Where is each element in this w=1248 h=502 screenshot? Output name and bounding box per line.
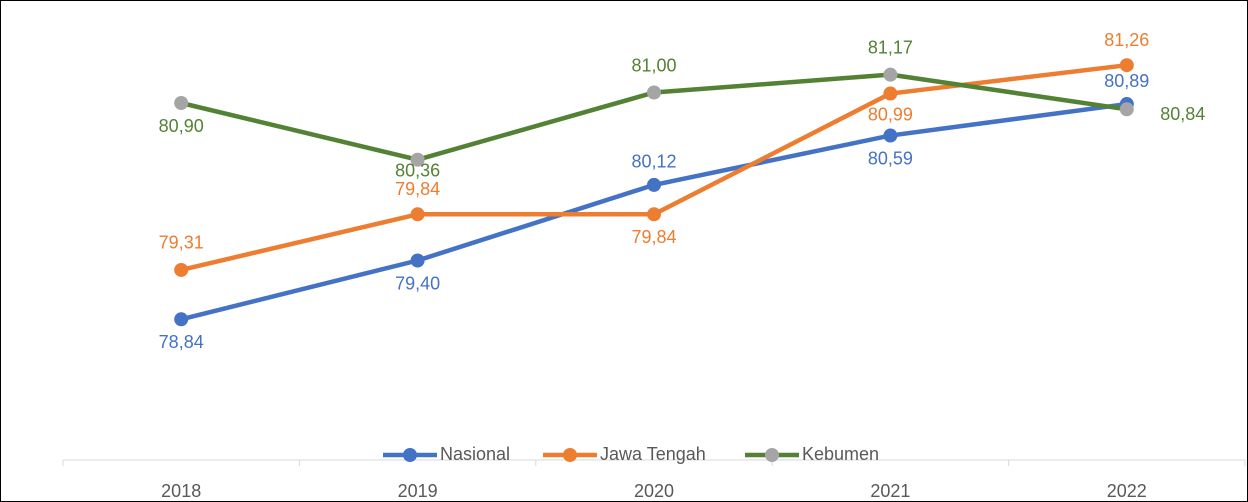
legend-marker bbox=[403, 448, 417, 462]
value-label: 79,84 bbox=[395, 179, 440, 199]
x-tick-label: 2020 bbox=[634, 481, 674, 501]
value-label: 80,36 bbox=[395, 160, 440, 180]
value-label: 80,89 bbox=[1104, 71, 1149, 91]
point bbox=[174, 312, 189, 327]
x-tick-label: 2018 bbox=[161, 481, 201, 501]
value-label: 79,40 bbox=[395, 273, 440, 293]
point bbox=[647, 207, 661, 222]
value-label: 81,26 bbox=[1104, 30, 1149, 50]
legend-label: Nasional bbox=[440, 444, 510, 464]
point bbox=[174, 96, 189, 110]
value-label: 80,59 bbox=[868, 148, 913, 168]
point bbox=[883, 128, 898, 143]
point bbox=[174, 262, 189, 277]
value-label: 80,99 bbox=[868, 104, 913, 124]
point bbox=[647, 85, 661, 100]
point bbox=[883, 67, 898, 82]
legend-marker bbox=[563, 448, 577, 462]
point bbox=[410, 253, 425, 268]
point bbox=[647, 177, 661, 192]
legend-label: Kebumen bbox=[802, 444, 879, 464]
value-label: 79,31 bbox=[159, 233, 204, 253]
x-tick-label: 2019 bbox=[398, 481, 438, 501]
value-label: 80,90 bbox=[159, 116, 204, 136]
point bbox=[410, 152, 425, 167]
value-label: 81,00 bbox=[631, 55, 676, 75]
value-label: 78,84 bbox=[159, 332, 204, 352]
legend-marker bbox=[765, 448, 779, 462]
value-label: 79,84 bbox=[631, 227, 676, 247]
x-tick-label: 2022 bbox=[1107, 481, 1147, 501]
point bbox=[410, 207, 425, 222]
point bbox=[883, 86, 898, 101]
value-label: 80,12 bbox=[631, 152, 676, 172]
value-label: 81,17 bbox=[868, 37, 913, 57]
value-label: 80,84 bbox=[1160, 104, 1205, 124]
point bbox=[1119, 58, 1134, 73]
x-tick-label: 2021 bbox=[870, 481, 910, 501]
point bbox=[1119, 102, 1134, 117]
legend-label: Jawa Tengah bbox=[600, 444, 706, 464]
